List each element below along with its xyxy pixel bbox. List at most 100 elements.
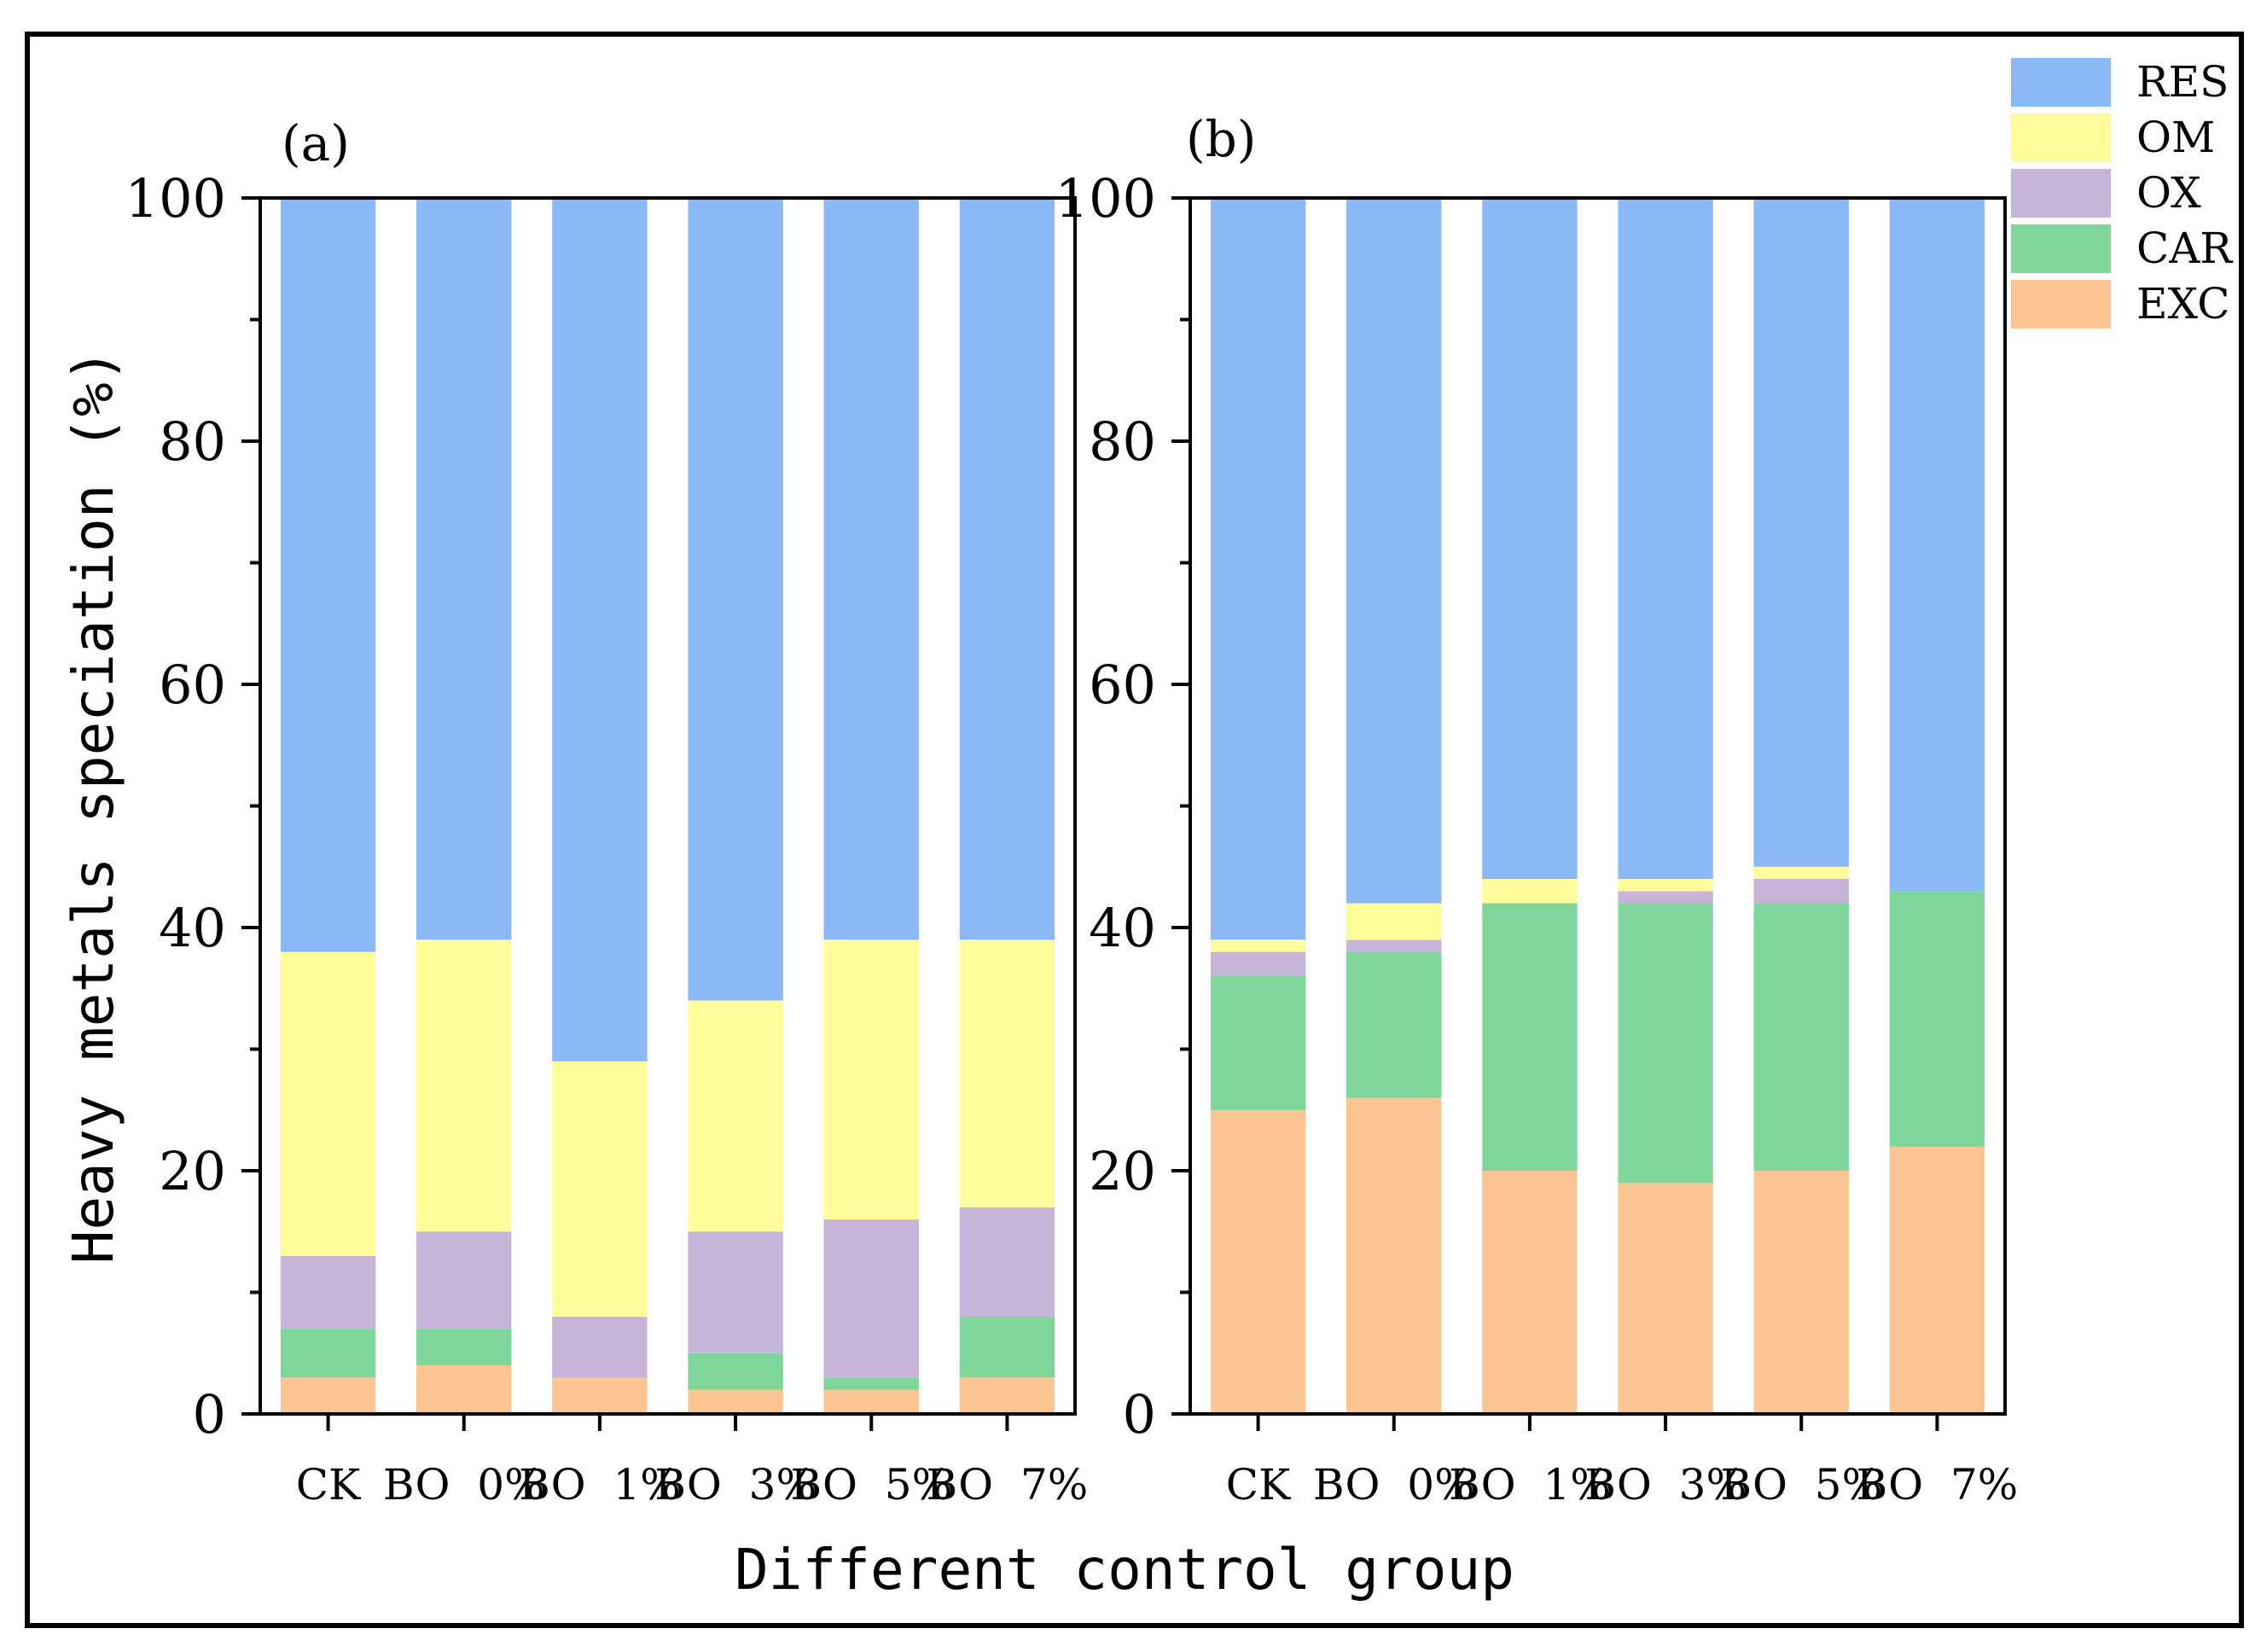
bar-b-res-4 [1753, 198, 1849, 867]
bar-a-res-2 [552, 198, 648, 1062]
bar-b-ox-4 [1753, 879, 1849, 904]
bar-a-ox-3 [688, 1231, 783, 1353]
bar-b-car-1 [1346, 951, 1442, 1098]
y-tick-label-b-0: 0 [1123, 1383, 1156, 1446]
legend-swatch-res [2011, 58, 2111, 107]
y-tick-label-a-0: 0 [193, 1383, 226, 1446]
bar-a-car-4 [823, 1377, 919, 1390]
x-tick-label-a-5: BO 7% [927, 1460, 1089, 1509]
figure-frame [25, 32, 2244, 1628]
bar-a-ox-5 [959, 1207, 1055, 1318]
bar-a-exc-0 [280, 1377, 376, 1415]
bar-b-exc-1 [1346, 1097, 1442, 1414]
y-tick-label-a-60: 60 [159, 654, 226, 716]
bar-a-om-1 [416, 939, 512, 1232]
bar-b-car-2 [1482, 903, 1578, 1171]
bar-b-res-0 [1210, 198, 1306, 940]
bar-a-car-1 [416, 1329, 512, 1366]
bar-b-om-3 [1618, 879, 1713, 892]
bar-a-car-0 [280, 1329, 376, 1378]
bar-b-res-2 [1482, 198, 1578, 879]
x-tick-label-b-3: BO 3% [1584, 1460, 1747, 1509]
y-tick-label-a-100: 100 [125, 167, 226, 230]
x-tick-label-b-4: BO 5% [1720, 1460, 1882, 1509]
x-tick-label-a-3: BO 3% [654, 1460, 817, 1509]
bar-b-exc-5 [1889, 1146, 1985, 1414]
panel-a-frame [259, 196, 1077, 1416]
bar-a-res-3 [688, 198, 783, 1001]
bar-b-res-3 [1618, 198, 1713, 879]
bar-b-car-5 [1889, 891, 1985, 1147]
y-tick-label-b-100: 100 [1055, 167, 1156, 230]
bar-a-exc-1 [416, 1365, 512, 1414]
bar-b-ox-1 [1346, 939, 1442, 952]
x-axis-title: Different control group [735, 1537, 1514, 1603]
y-tick-label-a-80: 80 [159, 410, 226, 473]
panel-b-frame [1189, 196, 2007, 1416]
bar-a-res-0 [280, 198, 376, 952]
bar-a-om-4 [823, 939, 919, 1220]
bar-b-car-0 [1210, 976, 1306, 1110]
y-tick-label-b-20: 20 [1089, 1140, 1156, 1202]
bar-b-res-5 [1889, 198, 1985, 892]
x-tick-label-b-1: BO 0% [1313, 1460, 1475, 1509]
x-tick-label-a-2: BO 1% [519, 1460, 681, 1509]
bar-b-om-4 [1753, 866, 1849, 880]
bar-a-res-4 [823, 198, 919, 940]
bar-a-ox-0 [280, 1255, 376, 1329]
legend-label-res: RES [2136, 57, 2229, 107]
y-tick-label-a-40: 40 [159, 897, 226, 959]
x-tick-label-b-2: BO 1% [1449, 1460, 1611, 1509]
bar-b-ox-3 [1618, 891, 1713, 904]
legend-label-exc: EXC [2136, 279, 2229, 329]
bar-a-car-3 [688, 1352, 783, 1390]
x-tick-label-a-0: CK [296, 1460, 362, 1509]
y-tick-label-a-20: 20 [159, 1140, 226, 1202]
x-tick-label-a-4: BO 5% [790, 1460, 952, 1509]
y-tick-label-b-40: 40 [1089, 897, 1156, 959]
bar-b-om-2 [1482, 879, 1578, 904]
bar-a-exc-5 [959, 1377, 1055, 1415]
bar-b-om-1 [1346, 903, 1442, 940]
x-tick-label-b-5: BO 7% [1857, 1460, 2019, 1509]
bar-a-ox-4 [823, 1219, 919, 1378]
bar-a-om-0 [280, 951, 376, 1256]
x-tick-label-b-0: CK [1226, 1460, 1292, 1509]
panel-a-border [259, 196, 1077, 1416]
y-tick-label-b-60: 60 [1089, 654, 1156, 716]
bar-b-exc-0 [1210, 1109, 1306, 1415]
legend-label-ox: OX [2136, 168, 2201, 218]
legend-label-om: OM [2136, 113, 2215, 162]
y-axis-title: Heavy metals speciation (%) [61, 349, 126, 1265]
legend-swatch-car [2011, 224, 2111, 273]
bar-a-car-5 [959, 1317, 1055, 1378]
panel-b-border [1189, 196, 2007, 1416]
bar-b-exc-3 [1618, 1183, 1713, 1415]
bar-a-exc-2 [552, 1377, 648, 1415]
legend-swatch-om [2011, 113, 2111, 162]
x-tick-label-a-1: BO 0% [383, 1460, 545, 1509]
y-tick-label-b-80: 80 [1089, 410, 1156, 473]
bar-b-exc-4 [1753, 1171, 1849, 1414]
bar-a-om-5 [959, 939, 1055, 1207]
bar-a-res-5 [959, 198, 1055, 940]
bar-b-res-1 [1346, 198, 1442, 904]
bar-a-ox-2 [552, 1317, 648, 1378]
panel-b-label: (b) [1186, 110, 1256, 168]
legend-label-car: CAR [2136, 224, 2233, 273]
bar-a-ox-1 [416, 1231, 512, 1329]
panel-a-label: (a) [282, 114, 350, 172]
legend-swatch-exc [2011, 280, 2111, 329]
bar-b-exc-2 [1482, 1171, 1578, 1414]
bar-a-om-3 [688, 1000, 783, 1232]
bar-b-ox-0 [1210, 951, 1306, 976]
bar-a-exc-3 [688, 1389, 783, 1414]
bar-a-res-1 [416, 198, 512, 940]
bar-a-om-2 [552, 1061, 648, 1318]
legend-swatch-ox [2011, 169, 2111, 218]
bar-b-om-0 [1210, 939, 1306, 952]
bar-b-car-4 [1753, 903, 1849, 1171]
bar-b-car-3 [1618, 903, 1713, 1184]
bar-a-exc-4 [823, 1389, 919, 1414]
